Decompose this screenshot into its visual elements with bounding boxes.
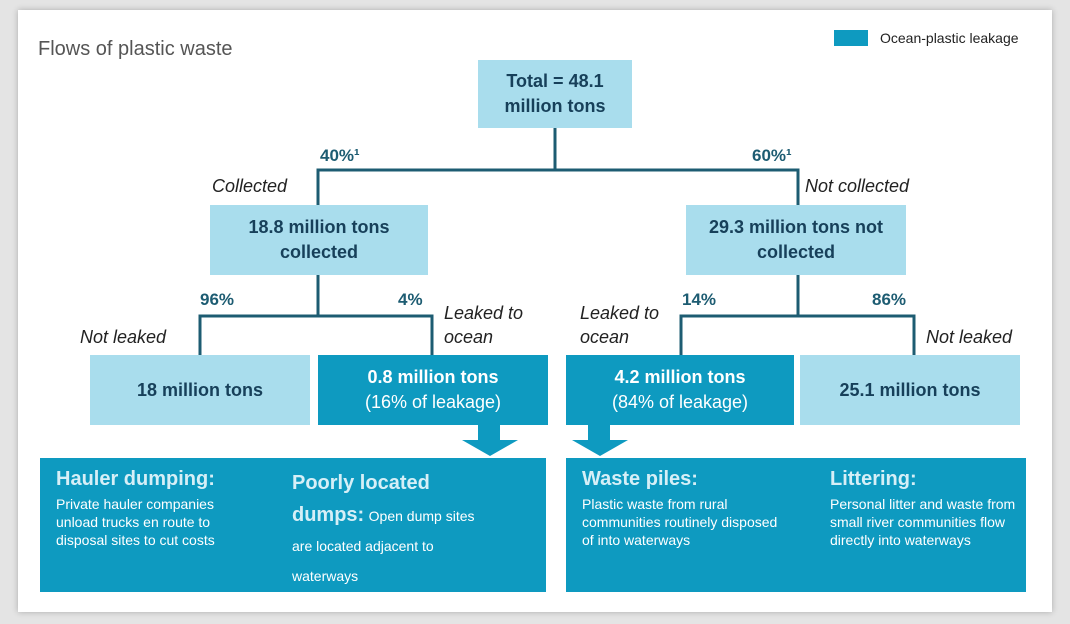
cause-title: Hauler dumping:: [56, 468, 215, 490]
branch-share: 14%: [682, 290, 717, 309]
connector: [198, 275, 434, 355]
node: Total = 48.1 million tons: [478, 60, 632, 128]
cause-title: Waste piles:: [582, 468, 698, 490]
node: 29.3 million tons not collected: [686, 205, 906, 275]
branch-label: Not collected: [805, 176, 910, 196]
cause-panel: Hauler dumping: Private hauler companies …: [40, 458, 546, 592]
connector: [316, 128, 800, 205]
cause-text: Open dump sites are located adjacent to …: [292, 508, 475, 584]
cause: Poorly located dumps: Open dump sites ar…: [292, 468, 482, 592]
legend-label: Ocean-plastic leakage: [880, 30, 1019, 46]
cause-text: Plastic waste from rural communities rou…: [582, 496, 778, 548]
node: 25.1 million tons: [800, 355, 1020, 425]
arrow: [462, 425, 518, 456]
branch-share: 40%¹: [320, 146, 360, 165]
branch-label: Not leaked: [80, 327, 167, 347]
cause-title: Littering:: [830, 468, 917, 490]
node-label: 0.8 million tons: [367, 367, 499, 387]
cause-panel: Waste piles: Plastic waste from rural com…: [566, 458, 1026, 592]
connector: [679, 275, 916, 355]
node: 4.2 million tons (84% of leakage): [566, 355, 794, 425]
node: 18 million tons: [90, 355, 310, 425]
cause-text: Personal litter and waste from small riv…: [830, 496, 1016, 548]
cause-text: Private hauler companies unload trucks e…: [56, 496, 215, 548]
node: 0.8 million tons (16% of leakage): [318, 355, 548, 425]
cause: Waste piles: Plastic waste from rural com…: [582, 468, 792, 549]
cause-title: Poorly located dumps:: [292, 472, 430, 526]
branch-share: 86%: [872, 290, 907, 309]
cause: Littering: Personal litter and waste from…: [830, 468, 1020, 549]
branch-share: 96%: [200, 290, 235, 309]
cause: Hauler dumping: Private hauler companies …: [56, 468, 256, 549]
branch-share: 60%¹: [752, 146, 792, 165]
branch-label: Not leaked: [926, 327, 1013, 347]
legend-swatch: [834, 30, 868, 46]
node-label: 4.2 million tons: [614, 367, 746, 387]
title: Flows of plastic waste: [38, 38, 233, 60]
node: 18.8 million tons collected: [210, 205, 428, 275]
branch-label: Leaked to ocean: [444, 303, 524, 347]
branch-share: 4%: [398, 290, 423, 309]
node-sub: (16% of leakage): [364, 392, 502, 412]
branch-label: Collected: [212, 176, 288, 196]
branch-label: Leaked to ocean: [580, 303, 660, 347]
node-sub: (84% of leakage): [611, 392, 749, 412]
arrow: [572, 425, 628, 456]
